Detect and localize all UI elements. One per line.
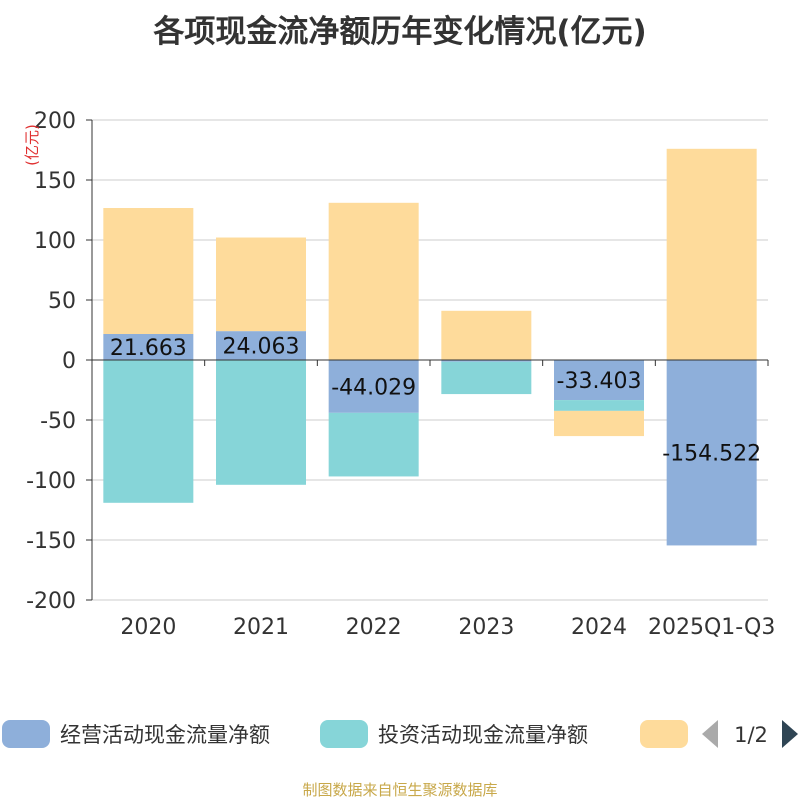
y-tick-label: 150 bbox=[34, 169, 76, 194]
legend-label: 投资活动现金流量净额 bbox=[378, 723, 588, 747]
bar bbox=[216, 360, 306, 485]
y-tick-label: -50 bbox=[40, 409, 76, 434]
bar-data-label: -44.029 bbox=[331, 375, 416, 400]
bar bbox=[103, 360, 194, 503]
bar-data-label: 24.063 bbox=[223, 335, 300, 360]
bar bbox=[666, 148, 757, 360]
legend-label: 经营活动现金流量净额 bbox=[60, 723, 270, 747]
bar bbox=[216, 331, 306, 360]
bar bbox=[441, 360, 532, 362]
bar bbox=[554, 360, 644, 401]
legend-swatch bbox=[320, 720, 368, 748]
bar-data-label: -154.522 bbox=[662, 442, 761, 467]
bar bbox=[554, 410, 644, 437]
bar bbox=[216, 237, 306, 332]
bar bbox=[441, 361, 532, 395]
y-tick-label: -100 bbox=[26, 469, 76, 494]
bar bbox=[103, 334, 194, 360]
bar bbox=[666, 360, 757, 546]
y-tick-label: -200 bbox=[26, 589, 76, 614]
legend: 经营活动现金流量净额 投资活动现金流量净额 1/2 bbox=[2, 720, 798, 748]
data-labels: 21.663 24.063 -44.029 -33.403 -154.522 bbox=[110, 335, 761, 467]
legend-swatch bbox=[2, 720, 50, 748]
bar bbox=[103, 208, 194, 335]
legend-page-indicator: 1/2 bbox=[734, 723, 768, 747]
bar bbox=[554, 400, 644, 411]
legend-next-arrow-icon[interactable] bbox=[782, 720, 798, 748]
legend-prev-arrow-icon[interactable] bbox=[702, 720, 718, 748]
bar bbox=[441, 310, 532, 360]
y-unit-label: (亿元) bbox=[23, 124, 41, 166]
axes: 200 150 100 50 0 -50 -100 -150 -200 (亿元) 2020 2021 2… bbox=[23, 109, 775, 640]
grid-lines bbox=[92, 119, 768, 601]
x-tick-label: 2020 bbox=[120, 615, 176, 640]
y-tick-label: 100 bbox=[34, 229, 76, 254]
bar-data-label: 21.663 bbox=[110, 336, 187, 361]
bar bbox=[328, 202, 419, 360]
y-tick-label: 0 bbox=[62, 349, 76, 374]
x-tick-label: 2022 bbox=[346, 615, 402, 640]
chart-title: 各项现金流净额历年变化情况(亿元) bbox=[153, 14, 647, 50]
bar-data-label: -33.403 bbox=[557, 369, 642, 394]
y-tick-label: 50 bbox=[48, 289, 76, 314]
x-tick-label: 2023 bbox=[458, 615, 514, 640]
x-tick-label: 2024 bbox=[571, 615, 627, 640]
bar bbox=[328, 360, 419, 413]
bars bbox=[103, 148, 757, 546]
x-tick-label: 2025Q1-Q3 bbox=[648, 615, 775, 640]
data-source-note: 制图数据来自恒生聚源数据库 bbox=[302, 781, 498, 799]
y-tick-label: 200 bbox=[34, 109, 76, 134]
legend-swatch bbox=[640, 720, 688, 748]
y-tick-label: -150 bbox=[26, 529, 76, 554]
bar bbox=[328, 412, 419, 477]
x-tick-label: 2021 bbox=[233, 615, 289, 640]
